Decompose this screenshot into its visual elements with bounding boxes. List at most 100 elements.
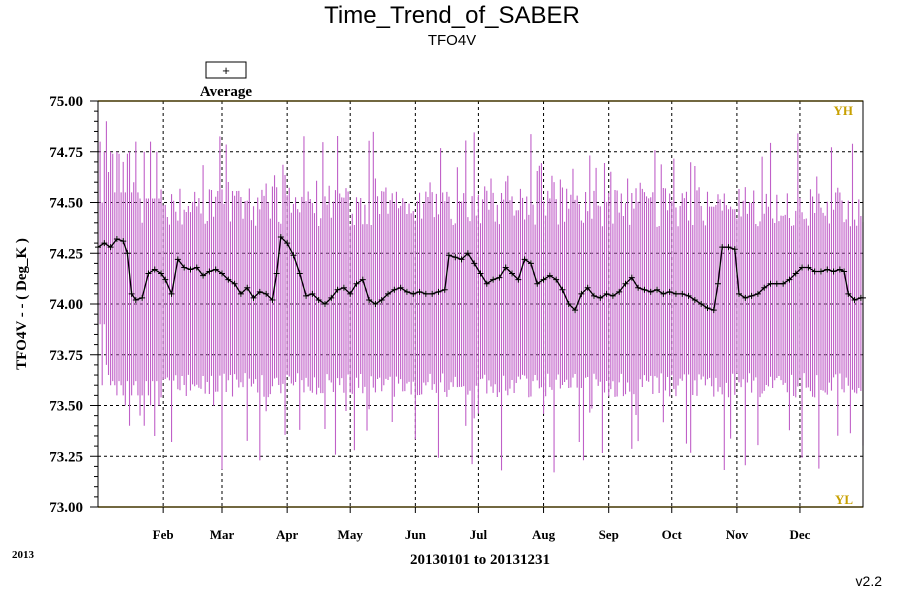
average-point: [429, 290, 436, 297]
average-point: [269, 296, 276, 303]
average-point: [464, 250, 471, 257]
x-axis-label: 20130101 to 20131231: [410, 552, 550, 568]
average-point: [385, 290, 392, 297]
average-point: [132, 296, 139, 303]
average-point: [509, 270, 516, 277]
average-point: [263, 290, 270, 297]
average-point: [212, 266, 219, 273]
average-point: [830, 268, 837, 275]
average-point: [225, 276, 232, 283]
average-point: [590, 292, 597, 299]
average-point: [113, 236, 120, 243]
limit-label-yh: YH: [834, 103, 854, 118]
x-tick-label: Aug: [532, 527, 556, 542]
average-point: [559, 286, 566, 293]
average-point: [347, 290, 354, 297]
average-point: [277, 234, 284, 241]
average-point: [799, 264, 806, 271]
chart-title: Time_Trend_of_SABER: [324, 2, 580, 29]
average-point: [754, 290, 761, 297]
average-point: [372, 301, 379, 307]
average-point: [244, 284, 251, 291]
average-point: [296, 270, 303, 277]
average-point: [290, 252, 297, 259]
average-point: [731, 246, 738, 253]
average-point: [101, 240, 108, 247]
average-point: [628, 274, 635, 281]
average-point: [378, 296, 385, 303]
plot-border: [97, 100, 864, 508]
average-point: [685, 292, 692, 299]
average-point: [597, 294, 604, 301]
average-point: [603, 290, 610, 297]
y-tick-label: 74.50: [49, 196, 83, 212]
y-tick-label: 73.50: [49, 399, 83, 415]
average-point: [851, 296, 858, 303]
average-point: [578, 290, 585, 297]
average-point: [124, 250, 131, 257]
average-point: [654, 286, 661, 293]
average-point: [572, 307, 579, 314]
average-point: [773, 280, 780, 287]
average-point: [584, 284, 591, 291]
average-point: [107, 244, 114, 251]
average-point: [218, 270, 225, 277]
grid: [98, 101, 863, 507]
average-point: [187, 266, 194, 273]
average-point: [422, 290, 429, 297]
average-point: [805, 264, 812, 271]
average-point: [366, 296, 373, 303]
average-point: [836, 266, 843, 273]
average-point: [321, 301, 328, 307]
x-tick-label: Feb: [153, 527, 174, 542]
average-point: [490, 276, 497, 283]
average-point: [817, 268, 824, 275]
average-point: [231, 280, 238, 287]
axes: 73.00 73.25 73.50 73.75 74.00 74.25 74.50 74.75…: [49, 94, 864, 542]
x-tick-label: Jun: [405, 527, 427, 542]
legend-label: Average: [200, 84, 253, 100]
average-point: [714, 280, 721, 287]
chart-subtitle: TFO4V: [428, 32, 476, 49]
average-point: [174, 256, 181, 263]
limit-label-yl: YL: [835, 492, 853, 507]
average-point: [515, 276, 522, 283]
average-point: [139, 294, 146, 301]
legend: + Average: [200, 61, 253, 100]
average-point: [483, 280, 490, 287]
average-point: [672, 290, 679, 297]
average-point: [767, 280, 774, 287]
average-point: [200, 272, 207, 279]
average-point: [553, 276, 560, 283]
average-point: [273, 270, 280, 277]
average-point: [502, 264, 509, 271]
average-point: [206, 268, 213, 275]
average-point: [496, 274, 503, 281]
average-point: [660, 290, 667, 297]
average-point: [698, 301, 705, 307]
x-tick-label: Apr: [276, 527, 299, 542]
average-point: [250, 294, 257, 301]
y-axis-label: TFO4V - - ( Deg_K ): [14, 238, 30, 370]
y-tick-label: 73.75: [49, 348, 83, 364]
average-point: [303, 292, 310, 299]
average-point: [635, 284, 642, 291]
legend-symbol: +: [222, 63, 230, 78]
average-point: [521, 256, 528, 263]
average-point: [725, 244, 732, 251]
y-tick-label: 74.00: [49, 297, 83, 313]
average-point: [328, 294, 335, 301]
average-point: [334, 286, 341, 293]
average-point: [445, 252, 452, 259]
average-point: [151, 266, 158, 273]
average-point: [761, 284, 768, 291]
x-tick-label: Jul: [470, 527, 488, 542]
average-point: [622, 280, 629, 287]
average-point: [193, 264, 200, 271]
average-point: [471, 260, 478, 267]
average-point: [546, 272, 553, 279]
average-series: [95, 234, 866, 314]
average-point: [162, 276, 169, 283]
y-tick-label: 74.25: [49, 246, 83, 262]
